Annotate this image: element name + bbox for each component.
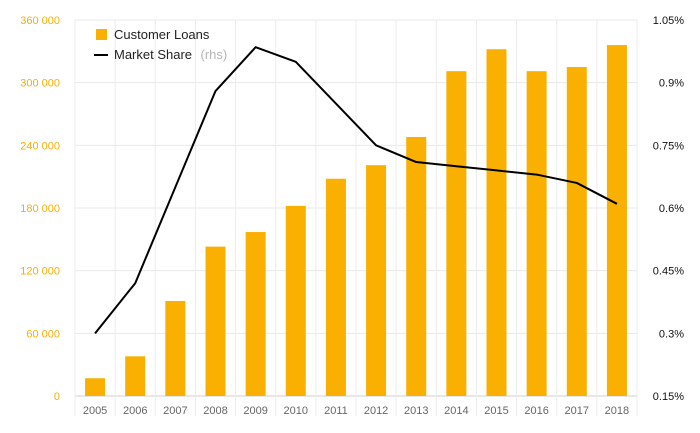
x-tick-label: 2014 (444, 405, 468, 417)
bar-2009 (245, 232, 266, 396)
x-axis: 2005 2006 2007 2008 2009 2010 2011 2012 2013 2014… (83, 405, 629, 417)
bar-2010 (285, 205, 306, 396)
x-tick-label: 2017 (565, 405, 589, 417)
legend-label-market-share-name: Market Share (114, 47, 192, 62)
y-axis-left: 0 60 000 120 000 180 000 240 000 300 000 360 0… (20, 15, 60, 403)
y-left-tick-label: 360 000 (20, 15, 60, 27)
legend-label-market-share: Market Share (rhs) (114, 46, 227, 63)
bar-2007 (165, 300, 186, 396)
legend-swatch-customer-loans (96, 29, 107, 40)
x-tick-label: 2005 (83, 405, 107, 417)
gridlines (74, 19, 638, 416)
bar-2012 (366, 165, 387, 396)
line-market-share (94, 46, 618, 334)
legend-label-market-share-suffix: (rhs) (201, 47, 228, 62)
x-tick-label: 2011 (324, 405, 348, 417)
bar-2015 (486, 49, 507, 396)
legend: Customer Loans Market Share (rhs) (94, 27, 227, 63)
x-tick-label: 2016 (524, 405, 548, 417)
y-left-tick-label: 180 000 (20, 203, 60, 215)
market-share-line (94, 46, 618, 334)
x-tick-label: 2006 (123, 405, 147, 417)
x-tick-label: 2015 (484, 405, 508, 417)
bar-2013 (406, 136, 427, 396)
x-tick-label: 2018 (605, 405, 629, 417)
bar-2016 (526, 71, 547, 396)
y-right-tick-label: 1.05% (653, 15, 684, 27)
y-right-tick-label: 0.9% (659, 78, 684, 90)
bar-2008 (205, 246, 226, 396)
y-right-tick-label: 0.45% (653, 266, 684, 278)
bars-customer-loans (85, 45, 627, 397)
y-right-tick-label: 0.6% (659, 203, 684, 215)
x-tick-label: 2012 (364, 405, 388, 417)
bar-2011 (325, 178, 346, 396)
y-left-tick-label: 240 000 (20, 140, 60, 152)
x-tick-label: 2007 (163, 405, 187, 417)
bar-2018 (606, 45, 627, 397)
y-right-tick-label: 0.15% (653, 391, 684, 403)
x-tick-label: 2008 (203, 405, 227, 417)
y-axis-right: 0.15% 0.3% 0.45% 0.6% 0.75% 0.9% 1.05% (653, 15, 684, 403)
bar-2017 (566, 67, 587, 396)
y-left-tick-label: 60 000 (26, 328, 60, 340)
y-right-tick-label: 0.75% (653, 140, 684, 152)
bar-2006 (125, 356, 146, 396)
y-left-tick-label: 300 000 (20, 78, 60, 90)
y-right-tick-label: 0.3% (659, 328, 684, 340)
bar-2014 (446, 71, 467, 396)
legend-label-customer-loans: Customer Loans (114, 27, 210, 42)
y-left-tick-label: 0 (54, 391, 60, 403)
x-tick-label: 2013 (404, 405, 428, 417)
bar-2005 (85, 378, 106, 396)
y-left-tick-label: 120 000 (20, 266, 60, 278)
x-tick-label: 2009 (243, 405, 267, 417)
x-tick-label: 2010 (284, 405, 308, 417)
